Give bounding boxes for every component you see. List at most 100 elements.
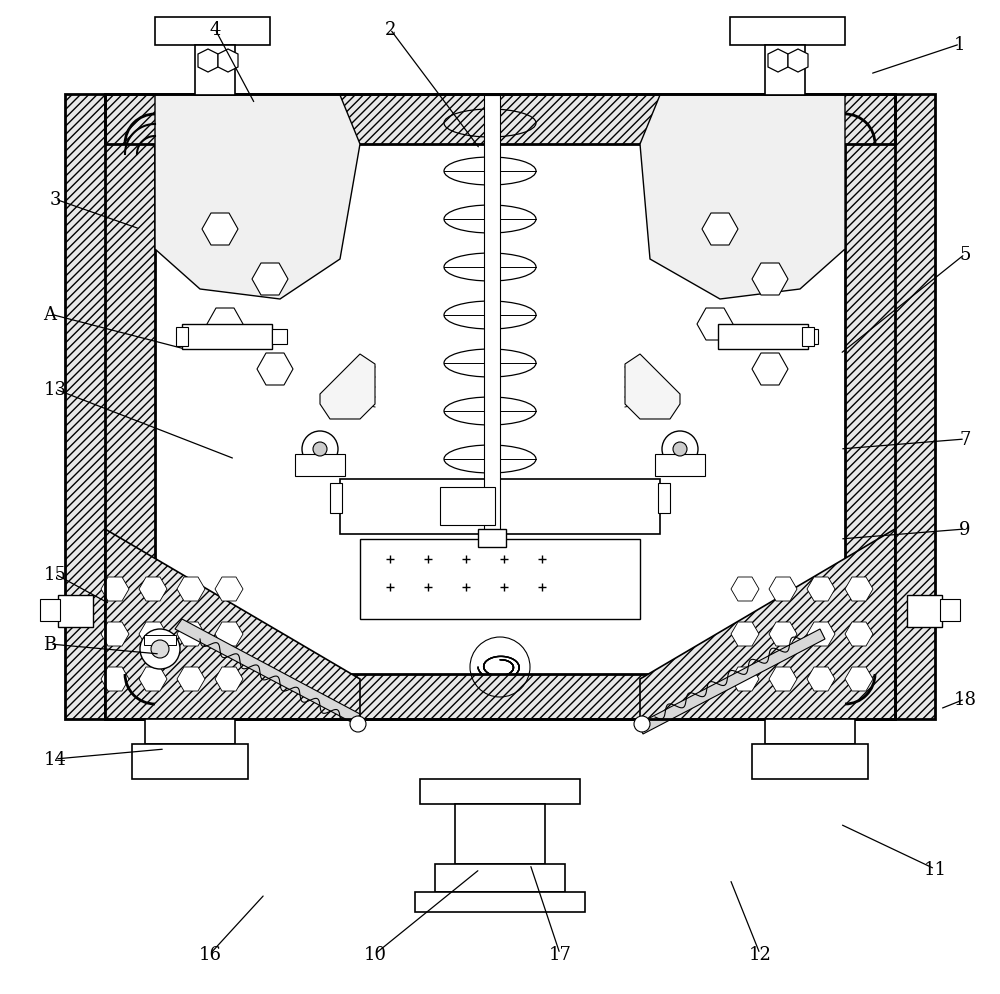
Bar	[484, 95, 500, 536]
Text: 12: 12	[749, 945, 771, 963]
Polygon shape	[101, 622, 129, 646]
Polygon shape	[175, 619, 360, 725]
Polygon shape	[177, 578, 205, 601]
Bar	[658, 483, 670, 514]
Bar	[298, 457, 342, 473]
Polygon shape	[807, 578, 835, 601]
Text: 9: 9	[959, 521, 971, 539]
Bar	[195, 46, 235, 95]
Polygon shape	[202, 214, 238, 246]
Bar	[160, 22, 265, 42]
Bar	[132, 745, 248, 779]
Text: 15: 15	[44, 566, 66, 583]
Polygon shape	[105, 674, 895, 720]
Bar	[420, 779, 580, 804]
Polygon shape	[139, 622, 167, 646]
Bar	[718, 325, 808, 350]
Polygon shape	[177, 667, 205, 691]
Polygon shape	[640, 530, 895, 720]
Bar	[182, 325, 272, 350]
Polygon shape	[768, 50, 788, 73]
Polygon shape	[65, 94, 155, 720]
Polygon shape	[101, 667, 129, 691]
Bar	[330, 483, 342, 514]
Polygon shape	[788, 50, 808, 73]
Bar	[440, 868, 560, 888]
Circle shape	[151, 640, 169, 658]
Bar	[487, 98, 497, 533]
Text: 2: 2	[384, 21, 396, 39]
Polygon shape	[320, 355, 375, 419]
Bar	[770, 50, 800, 91]
Bar	[150, 724, 230, 741]
Text: A: A	[44, 306, 57, 324]
Text: 7: 7	[959, 430, 971, 448]
Text: 5: 5	[959, 246, 971, 263]
Bar	[176, 328, 188, 347]
Polygon shape	[807, 622, 835, 646]
Circle shape	[350, 717, 366, 733]
Bar	[765, 720, 855, 745]
Bar	[415, 892, 585, 912]
Text: 3: 3	[49, 191, 61, 209]
Polygon shape	[625, 355, 680, 419]
Polygon shape	[257, 354, 293, 386]
Text: 13: 13	[44, 381, 67, 399]
Bar	[658, 457, 702, 473]
Bar	[478, 530, 506, 548]
Text: 11: 11	[924, 860, 946, 878]
Bar	[137, 748, 243, 775]
Polygon shape	[697, 309, 733, 341]
Bar	[722, 329, 804, 346]
Bar	[61, 598, 90, 624]
Polygon shape	[139, 578, 167, 601]
Bar	[757, 748, 863, 775]
Polygon shape	[218, 50, 238, 73]
Circle shape	[634, 717, 650, 733]
Text: B: B	[43, 635, 57, 653]
Circle shape	[313, 442, 327, 456]
Bar	[802, 328, 814, 347]
Polygon shape	[731, 578, 759, 601]
Polygon shape	[769, 667, 797, 691]
Polygon shape	[731, 667, 759, 691]
Polygon shape	[215, 578, 243, 601]
Polygon shape	[638, 629, 825, 735]
Polygon shape	[769, 578, 797, 601]
Polygon shape	[845, 667, 873, 691]
Text: 10: 10	[364, 945, 387, 963]
Bar	[425, 783, 575, 800]
Text: 17: 17	[549, 945, 571, 963]
Polygon shape	[155, 95, 360, 300]
Circle shape	[662, 431, 698, 467]
Text: 18: 18	[954, 690, 976, 709]
Bar	[295, 454, 345, 476]
Polygon shape	[702, 214, 738, 246]
Polygon shape	[215, 667, 243, 691]
Polygon shape	[215, 622, 243, 646]
Polygon shape	[752, 354, 788, 386]
Bar	[105, 94, 895, 720]
Bar	[455, 804, 545, 864]
Text: 16: 16	[199, 945, 222, 963]
Bar	[940, 599, 960, 621]
Polygon shape	[731, 622, 759, 646]
Bar	[340, 479, 660, 535]
Bar	[155, 18, 270, 46]
Polygon shape	[807, 667, 835, 691]
Circle shape	[302, 431, 338, 467]
Polygon shape	[105, 94, 895, 145]
Polygon shape	[845, 94, 935, 720]
Bar	[144, 635, 176, 645]
Bar	[272, 330, 287, 345]
Polygon shape	[845, 622, 873, 646]
Polygon shape	[207, 309, 243, 341]
Bar	[910, 598, 939, 624]
Polygon shape	[198, 50, 218, 73]
Bar	[145, 720, 235, 745]
Bar	[803, 330, 818, 345]
Bar	[40, 599, 60, 621]
Bar	[440, 487, 495, 526]
Circle shape	[140, 629, 180, 669]
Polygon shape	[101, 578, 129, 601]
